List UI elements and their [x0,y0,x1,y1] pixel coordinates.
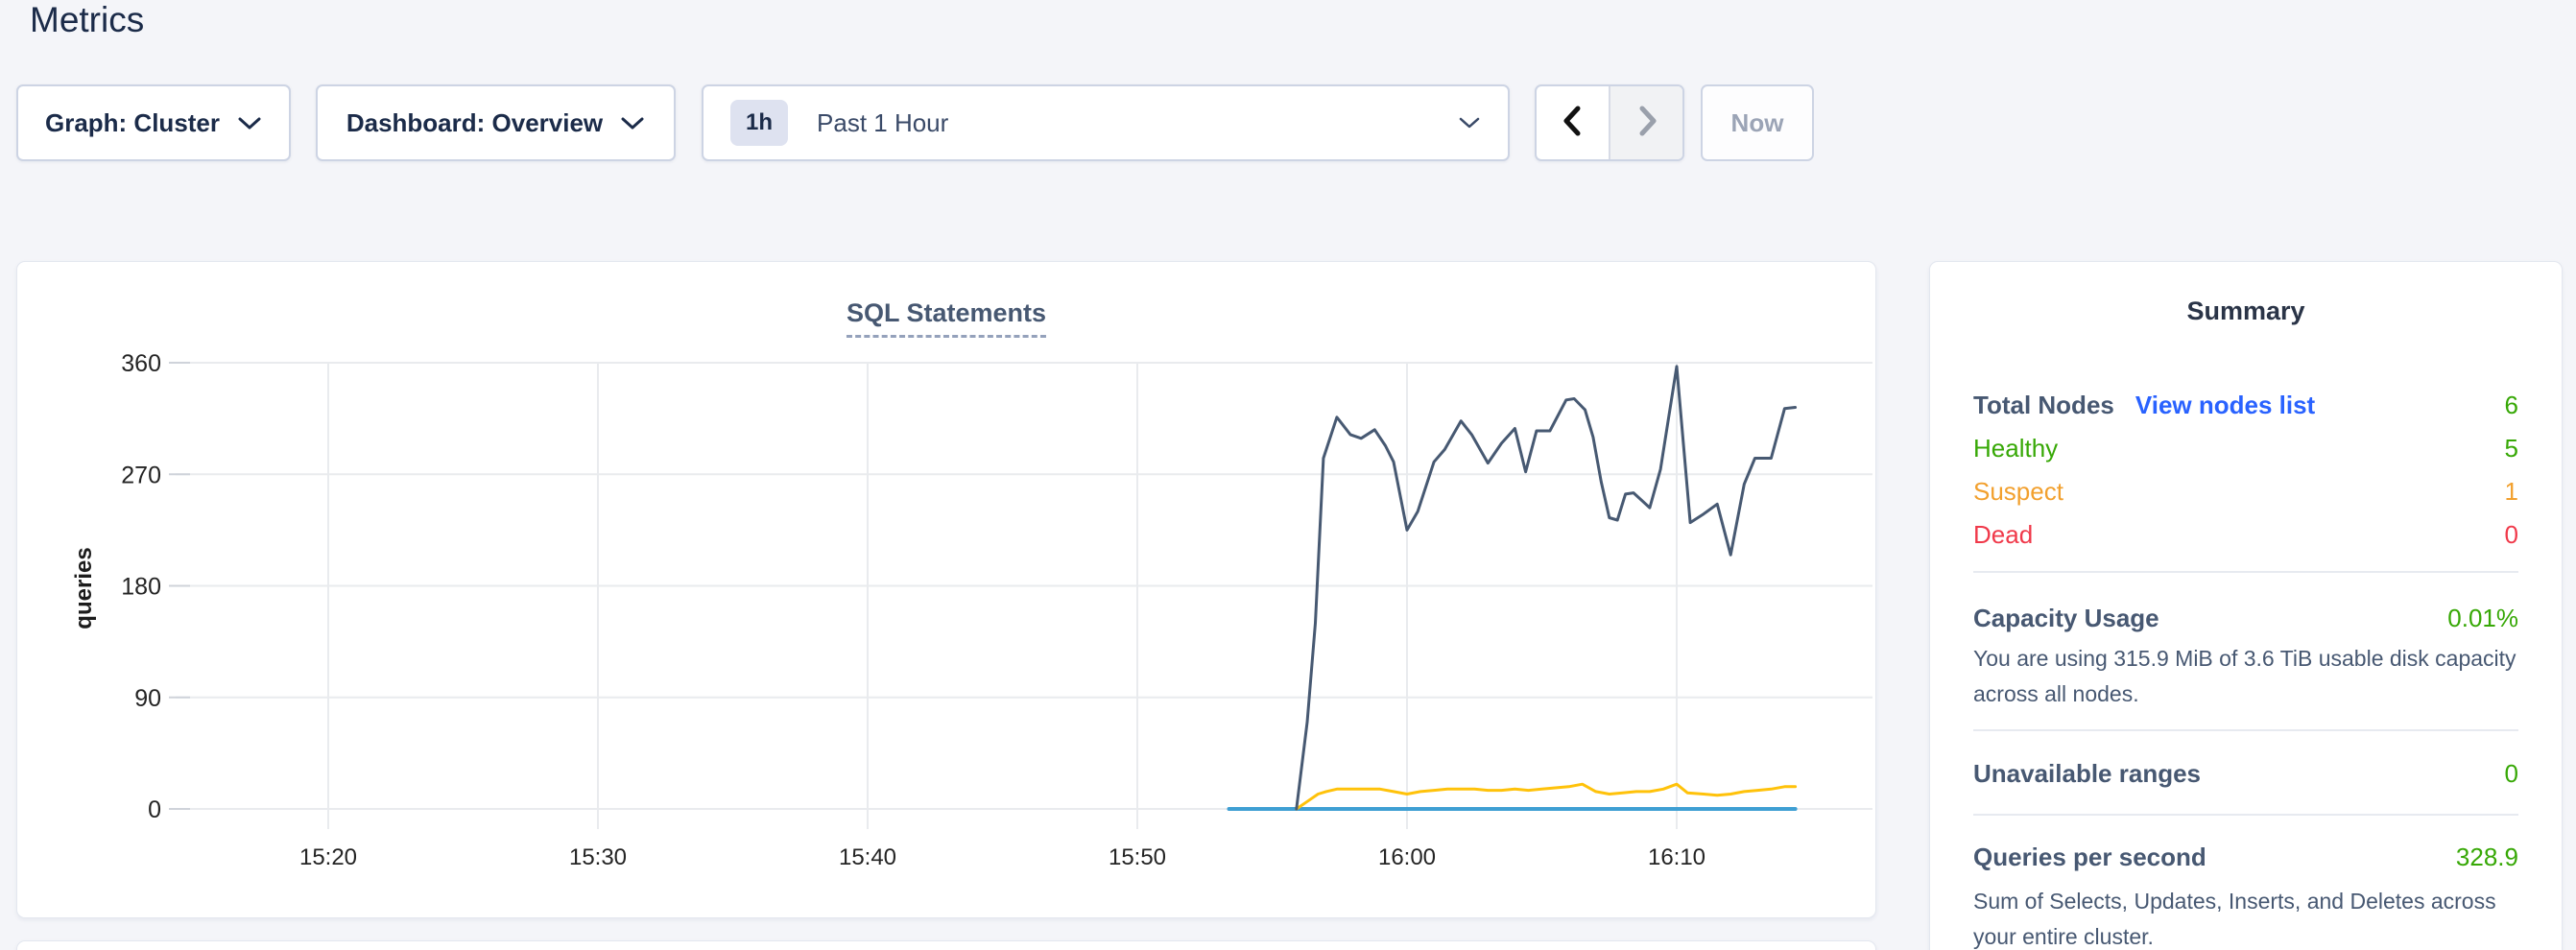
now-button-label: Now [1730,107,1784,137]
total-nodes-row: Total Nodes View nodes list 6 [1930,384,2562,426]
capacity-usage-value: 0.01% [2447,603,2518,632]
queries-per-second-description: Sum of Selects, Updates, Inserts, and De… [1973,889,2496,949]
svg-text:16:00: 16:00 [1378,844,1436,870]
divider [1973,814,2518,816]
summary-panel: Summary Total Nodes View nodes list 6 He… [1929,261,2563,950]
unavailable-ranges-label: Unavailable ranges [1973,758,2201,788]
svg-text:15:30: 15:30 [569,844,627,870]
healthy-label: Healthy [1973,433,2059,463]
dashboard-dropdown-label: Dashboard: Overview [346,107,604,137]
divider [1973,729,2518,731]
svg-text:360: 360 [121,350,161,377]
chart-title[interactable]: SQL Statements [846,298,1047,338]
dashboard-dropdown[interactable]: Dashboard: Overview [316,84,676,161]
prev-range-button[interactable] [1537,86,1609,159]
time-range-selector[interactable]: 1h Past 1 Hour [702,84,1510,161]
sql-statements-chart[interactable]: 0 90 180 270 360 15:20 15:30 15:40 15:50 16:00 16:… [17,262,1877,919]
svg-text:15:40: 15:40 [839,844,896,870]
unavailable-ranges-row: Unavailable ranges 0 [1930,752,2562,795]
svg-text:270: 270 [121,462,161,488]
svg-text:180: 180 [121,574,161,601]
chevron-down-icon [620,115,645,131]
svg-text:15:20: 15:20 [299,844,357,870]
graph-dropdown[interactable]: Graph: Cluster [16,84,291,161]
suspect-label: Suspect [1973,476,2063,506]
next-chart-card-partial [16,940,1876,950]
total-nodes-value: 6 [2504,390,2518,419]
chevron-right-icon [1633,104,1661,143]
sql-statements-chart-card: SQL Statements queries 0 90 180 270 360 15:20… [16,261,1876,918]
healthy-value: 5 [2504,433,2518,463]
view-nodes-list-link[interactable]: View nodes list [2135,390,2316,419]
queries-per-second-value: 328.9 [2455,842,2518,871]
now-button-disabled[interactable]: Now [1701,84,1814,161]
divider [1973,571,2518,573]
chevron-left-icon [1559,104,1587,143]
chevron-down-icon [237,115,262,131]
page-title: Metrics [30,0,145,39]
capacity-usage-label: Capacity Usage [1973,603,2159,632]
dead-value: 0 [2504,519,2518,549]
capacity-usage-row: Capacity Usage 0.01% [1930,597,2562,639]
next-range-button-disabled[interactable] [1609,86,1682,159]
graph-dropdown-label: Graph: Cluster [44,107,221,137]
unavailable-ranges-value: 0 [2504,758,2518,788]
svg-text:15:50: 15:50 [1109,844,1166,870]
dead-label: Dead [1973,519,2034,549]
time-step-buttons [1535,84,1684,161]
summary-title: Summary [2186,297,2305,325]
capacity-usage-description: You are using 315.9 MiB of 3.6 TiB usabl… [1973,646,2516,706]
time-range-badge: 1h [730,100,789,146]
time-range-label: Past 1 Hour [817,107,949,137]
suspect-value: 1 [2504,476,2518,506]
svg-text:0: 0 [148,796,161,823]
suspect-nodes-row: Suspect 1 [1930,470,2562,512]
dead-nodes-row: Dead 0 [1930,513,2562,556]
svg-text:90: 90 [134,685,161,712]
healthy-nodes-row: Healthy 5 [1930,427,2562,469]
queries-per-second-label: Queries per second [1973,842,2206,871]
svg-text:16:10: 16:10 [1648,844,1705,870]
chevron-down-icon [1458,115,1481,131]
total-nodes-label: Total Nodes [1973,390,2114,419]
queries-per-second-row: Queries per second 328.9 [1930,836,2562,878]
